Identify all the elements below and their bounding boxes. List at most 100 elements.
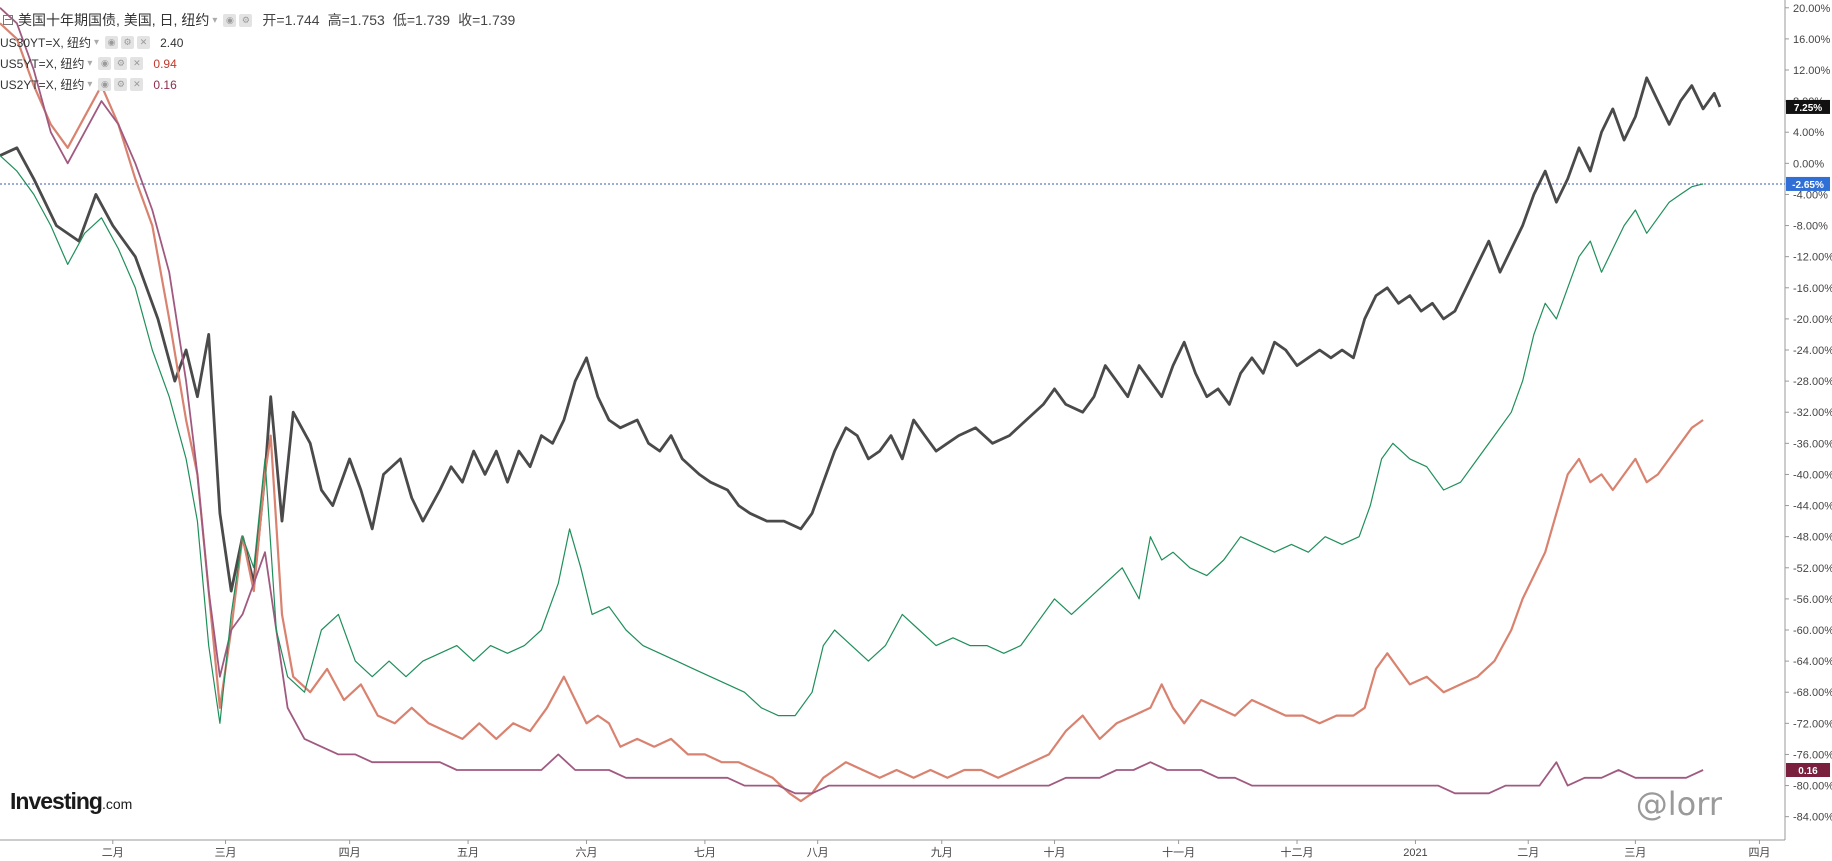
close-icon[interactable]: ✕: [130, 57, 144, 70]
series-2-value-tag: [1786, 763, 1830, 777]
y-tick-label: 0.00%: [1793, 158, 1824, 170]
series-0-line: [0, 76, 1722, 593]
settings-icon[interactable]: ⚙: [114, 78, 128, 91]
x-tick-label: 六月: [575, 846, 597, 859]
x-tick-label: 四月: [1748, 847, 1770, 859]
series-3-value-tag: [1786, 176, 1830, 191]
ohlc-close: 收=1.739: [458, 12, 516, 28]
legend-main-row[interactable]: 美国十年期国债, 美国, 日, 纽约 ▾ ◉ ⚙ 开=1.744 高=1.753…: [0, 8, 523, 32]
watermark: @lorr: [1635, 785, 1722, 823]
visibility-icon[interactable]: ◉: [223, 13, 237, 27]
y-tick-label: -80.00%: [1793, 781, 1832, 793]
series-3-line: [0, 155, 1704, 724]
legend-us5-name: US5YT=X, 纽约: [0, 57, 85, 71]
ohlc-high: 高=1.753: [327, 12, 385, 28]
ohlc-open-value: 1.744: [284, 12, 320, 28]
settings-icon[interactable]: ⚙: [114, 57, 128, 70]
legend-row-us2[interactable]: US2YT=X, 纽约 ▾ ◉ ⚙ ✕ 0.16: [0, 74, 523, 95]
x-tick-label: 三月: [1624, 847, 1646, 859]
y-tick-label: -56.00%: [1793, 594, 1832, 606]
collapse-icon[interactable]: [3, 15, 13, 25]
x-tick-label: 四月: [339, 847, 361, 859]
legend-us30-name: US30YT=X, 纽约: [0, 36, 92, 50]
brand-suffix: .com: [101, 796, 133, 812]
legend-us2-name: US2YT=X, 纽约: [0, 78, 85, 92]
close-icon[interactable]: ✕: [137, 36, 151, 49]
y-tick-label: 20.00%: [1793, 3, 1831, 15]
legend-row-us30[interactable]: US30YT=X, 纽约 ▾ ◉ ⚙ ✕ 2.40: [0, 32, 523, 53]
last-value-labels: 7.25% 0.16 -2.65%: [1786, 99, 1830, 777]
ohlc-high-value: 1.753: [349, 12, 385, 28]
ohlc-low-value: 1.739: [415, 12, 451, 28]
close-icon[interactable]: ✕: [130, 78, 144, 91]
x-tick-label: 九月: [931, 846, 953, 859]
y-tick-label: -4.00%: [1793, 189, 1828, 201]
y-tick-label: -28.00%: [1793, 376, 1832, 388]
visibility-icon[interactable]: ◉: [98, 57, 112, 70]
x-tick-label: 十月: [1044, 845, 1066, 859]
chevron-down-icon[interactable]: ▾: [87, 79, 93, 90]
legend-us30-value: 2.40: [160, 35, 184, 50]
legend-us5-value: 0.94: [153, 56, 177, 71]
legend-us2-value: 0.16: [153, 77, 177, 92]
x-tick-label: 十二月: [1281, 845, 1314, 859]
legend-us2-controls: ◉ ⚙ ✕: [98, 78, 144, 91]
y-tick-label: -60.00%: [1793, 625, 1832, 637]
y-tick-label: -48.00%: [1793, 532, 1832, 544]
y-tick-label: -12.00%: [1793, 252, 1832, 264]
chevron-down-icon[interactable]: ▾: [94, 37, 100, 48]
series-layer: [0, 7, 1722, 803]
y-tick-label: -16.00%: [1793, 283, 1832, 295]
y-tick-label: -76.00%: [1793, 749, 1832, 761]
series-1-line: [0, 22, 1704, 803]
y-tick-label: -64.00%: [1793, 656, 1832, 668]
x-axis: 二月 三月 四月 五月 六月 七月 八月 九月 十月 十一月 十二月 2021 二月 三月 四月: [0, 839, 1785, 859]
ohlc-close-label: 收: [458, 12, 473, 28]
ohlc-high-label: 高: [327, 12, 342, 28]
ohlc-low: 低=1.739: [392, 12, 451, 28]
series-2-value-label: 0.16: [1798, 766, 1818, 777]
x-tick-label: 二月: [102, 847, 124, 859]
x-tick-label: 2021: [1403, 847, 1427, 859]
settings-icon[interactable]: ⚙: [121, 36, 135, 49]
y-tick-label: -24.00%: [1793, 345, 1832, 357]
y-tick-label: -40.00%: [1793, 469, 1832, 481]
series-0-value-tag: [1786, 99, 1830, 114]
y-tick-label: 12.00%: [1793, 65, 1831, 77]
brand-name: Investing: [10, 788, 103, 814]
ohlc-open: 开=1.744: [262, 12, 320, 28]
legend-main-controls: ◉ ⚙: [223, 13, 253, 27]
y-tick-label: -84.00%: [1793, 812, 1832, 824]
y-tick-label: -68.00%: [1793, 687, 1832, 699]
series-2-line: [0, 7, 1704, 795]
chevron-down-icon[interactable]: ▾: [87, 58, 93, 69]
y-tick-label: 16.00%: [1793, 34, 1831, 46]
ohlc-close-value: 1.739: [480, 12, 516, 28]
legend-us5-controls: ◉ ⚙ ✕: [98, 57, 144, 70]
x-tick-label: 八月: [807, 847, 829, 859]
x-tick-label: 十一月: [1162, 845, 1195, 859]
ohlc-open-label: 开: [262, 12, 277, 28]
y-tick-label: -32.00%: [1793, 407, 1832, 419]
visibility-icon[interactable]: ◉: [105, 36, 119, 49]
x-tick-label: 二月: [1517, 847, 1539, 859]
y-tick-label: -44.00%: [1793, 501, 1832, 513]
chevron-down-icon[interactable]: ▾: [212, 14, 218, 26]
y-tick-label: -20.00%: [1793, 314, 1832, 326]
y-tick-label: -8.00%: [1793, 221, 1828, 233]
y-axis: 20.00%16.00%12.00%8.00%4.00%0.00%-4.00%-…: [1784, 0, 1832, 840]
series-3-value-label: -2.65%: [1792, 180, 1824, 191]
settings-icon[interactable]: ⚙: [239, 13, 253, 27]
y-tick-label: -36.00%: [1793, 438, 1832, 450]
legend-row-us5[interactable]: US5YT=X, 纽约 ▾ ◉ ⚙ ✕ 0.94: [0, 53, 523, 74]
ohlc-low-label: 低: [392, 12, 407, 28]
y-tick-label: 4.00%: [1793, 127, 1824, 139]
x-tick-label: 七月: [694, 846, 716, 859]
y-tick-label: -52.00%: [1793, 563, 1832, 575]
series-0-value-label: 7.25%: [1794, 103, 1822, 114]
y-tick-label: -72.00%: [1793, 718, 1832, 730]
chart-legend: 美国十年期国债, 美国, 日, 纽约 ▾ ◉ ⚙ 开=1.744 高=1.753…: [0, 8, 523, 95]
visibility-icon[interactable]: ◉: [98, 78, 112, 91]
legend-main-title: 美国十年期国债, 美国, 日, 纽约: [18, 12, 210, 28]
